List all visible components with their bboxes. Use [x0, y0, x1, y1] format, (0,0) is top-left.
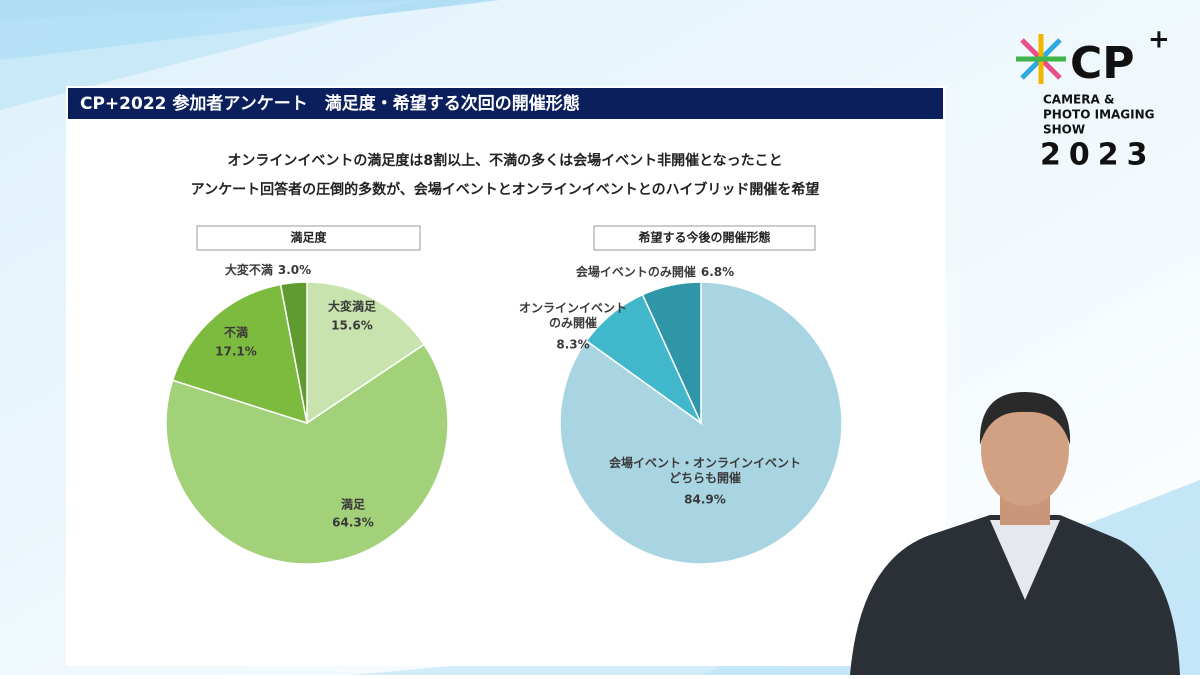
- slice-label: 会場イベント・オンラインイベントどちらも開催: [609, 455, 801, 485]
- slice-label-group: 会場イベントのみ開催 6.8%: [576, 264, 734, 279]
- slice-label: 満足: [341, 497, 365, 512]
- presenter: [850, 392, 1180, 675]
- slice-label: 会場イベントのみ開催: [576, 264, 696, 279]
- slice-label: 大変不満: [225, 262, 273, 277]
- logo-text: PHOTO IMAGING: [1043, 108, 1155, 122]
- slice-label: 大変満足: [328, 299, 376, 314]
- logo-plus: +: [1148, 25, 1170, 55]
- subtitle: アンケート回答者の圧倒的多数が、会場イベントとオンラインイベントとのハイブリッド…: [191, 181, 820, 198]
- chart-title-box: [196, 225, 421, 251]
- pie-slice: [279, 281, 308, 424]
- slice-value: 6.8%: [701, 265, 734, 279]
- chart-title-box: [593, 225, 816, 251]
- slice-label-group: 大変不満 3.0%: [225, 262, 311, 277]
- logo-text: CAMERA &: [1043, 93, 1114, 107]
- logo-mark: CP: [1070, 38, 1135, 89]
- subtitle: オンラインイベントの満足度は8割以上、不満の多くは会場イベント非開催となったこと: [227, 152, 782, 169]
- logo-year: 2023: [1040, 138, 1156, 173]
- slice-value: 84.9%: [684, 493, 726, 507]
- slice-value: 3.0%: [278, 263, 311, 277]
- pie-slice: [641, 281, 702, 424]
- pie-slice: [306, 281, 426, 425]
- logo-text: SHOW: [1043, 123, 1085, 137]
- slide-title: CP+2022 参加者アンケート 満足度・希望する次回の開催形態: [80, 93, 580, 114]
- pie-slice: [171, 283, 308, 425]
- stripe: [0, 0, 420, 110]
- slice-value: 15.6%: [331, 319, 373, 333]
- slice-value: 64.3%: [332, 516, 374, 530]
- chart-title: 希望する今後の開催形態: [637, 230, 770, 245]
- pie-slice: [165, 343, 449, 565]
- slice-value: 8.3%: [556, 338, 589, 352]
- logo: CP + CAMERA & PHOTO IMAGING SHOW 2023: [1016, 25, 1170, 173]
- slice-label: オンラインイベントのみ開催: [519, 301, 627, 330]
- slice-value: 17.1%: [215, 345, 257, 359]
- slice-label: 不満: [224, 325, 248, 340]
- title-bar: [68, 88, 943, 119]
- pie-slice: [559, 281, 843, 565]
- chart-title: 満足度: [290, 230, 327, 245]
